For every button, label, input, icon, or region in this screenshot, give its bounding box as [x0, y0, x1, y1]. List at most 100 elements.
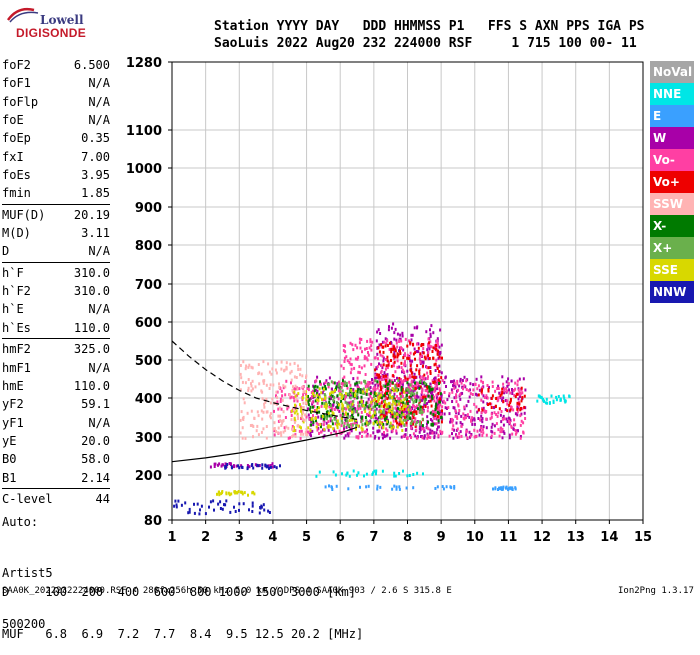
echo-point [276, 431, 279, 435]
echo-point [347, 434, 350, 438]
echo-point [397, 388, 400, 392]
echo-point [243, 401, 246, 405]
echo-point [290, 369, 293, 373]
echo-point [411, 391, 414, 395]
echo-point [361, 430, 364, 434]
echo-point [322, 419, 325, 423]
echo-point [332, 400, 335, 404]
echo-point [364, 385, 367, 389]
echo-point [444, 406, 447, 410]
echo-point [393, 415, 396, 419]
echo-point [477, 393, 480, 397]
echo-point [427, 394, 430, 398]
echo-point [437, 378, 440, 382]
param-row: fmin 1.85 [2, 184, 110, 202]
echo-point [333, 408, 336, 411]
param-name: fxI [2, 149, 24, 164]
echo-point [390, 341, 393, 345]
echo-point [396, 382, 399, 386]
echo-point [439, 328, 442, 332]
echo-point [376, 330, 379, 334]
echo-point [328, 405, 331, 409]
echo-point [332, 390, 335, 394]
echo-point [371, 397, 374, 401]
echo-point [423, 373, 426, 377]
echo-point [419, 405, 422, 409]
echo-point [481, 434, 484, 437]
echo-point [396, 332, 399, 336]
echo-point [379, 332, 382, 335]
echo-point [316, 375, 319, 379]
echo-point [249, 424, 252, 427]
echo-point [405, 404, 408, 408]
echo-point [393, 360, 396, 364]
echo-point [424, 400, 426, 404]
echo-point [348, 380, 351, 384]
echo-point [219, 507, 222, 510]
echo-point [398, 422, 401, 426]
echo-point [435, 349, 438, 353]
param-name: yE [2, 433, 17, 448]
echo-point [333, 381, 336, 385]
echo-point [285, 379, 288, 383]
echo-point [431, 390, 434, 394]
echo-point [217, 502, 220, 506]
echo-point [356, 384, 359, 388]
echo-point [236, 491, 239, 495]
echo-point [376, 422, 379, 426]
echo-point [294, 407, 297, 410]
echo-point [477, 408, 480, 412]
echo-point [499, 413, 502, 417]
echo-point [413, 347, 416, 351]
echo-point [389, 381, 392, 385]
param-row: B0 58.0 [2, 450, 110, 468]
echo-point [301, 414, 304, 418]
echo-point [432, 381, 435, 384]
echo-point [289, 396, 292, 400]
echo-point [346, 386, 349, 390]
echo-point [410, 426, 413, 430]
echo-point [372, 387, 375, 391]
echo-point [250, 464, 253, 467]
echo-point [434, 405, 437, 409]
echo-point [354, 393, 356, 397]
echo-point [254, 463, 257, 467]
echo-point [429, 431, 431, 435]
echo-point [352, 409, 355, 413]
echo-point [518, 400, 521, 404]
echo-point [316, 398, 319, 402]
echo-point [356, 390, 359, 394]
echo-point [392, 413, 395, 417]
echo-point [497, 387, 500, 390]
echo-point [505, 417, 508, 421]
echo-point [402, 356, 405, 360]
echo-point [427, 390, 430, 394]
echo-point [482, 406, 485, 410]
echo-point [333, 395, 336, 399]
echo-point [548, 401, 551, 405]
echo-point [367, 351, 369, 354]
echo-point [238, 502, 241, 506]
echo-point [418, 357, 421, 361]
echo-point [449, 485, 452, 489]
echo-point [429, 370, 432, 373]
echo-point [413, 413, 416, 417]
param-value: 7.00 [81, 149, 110, 164]
echo-point [247, 493, 249, 497]
y-tick-label: 600 [135, 316, 162, 331]
echo-point [344, 344, 346, 348]
echo-point [293, 411, 296, 415]
echo-point [388, 341, 391, 345]
echo-point [410, 408, 413, 411]
echo-point [378, 408, 381, 412]
echo-point [350, 393, 353, 397]
echo-point [327, 420, 330, 424]
echo-point [415, 410, 418, 414]
echo-point [309, 405, 312, 409]
echo-point [296, 387, 299, 391]
echo-point [247, 378, 250, 381]
echo-point [545, 397, 548, 401]
echo-point [502, 485, 505, 489]
echo-point [403, 423, 406, 427]
echo-point [406, 387, 409, 391]
